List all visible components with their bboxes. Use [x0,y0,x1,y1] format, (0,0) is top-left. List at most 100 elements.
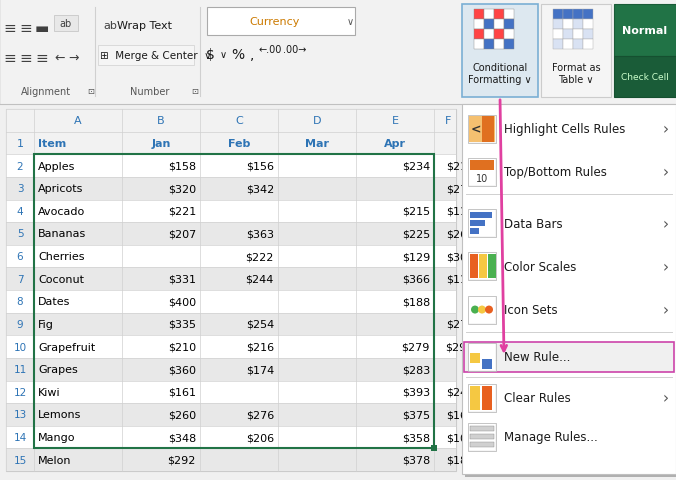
Text: $104: $104 [446,432,474,442]
Text: $167: $167 [446,409,474,420]
Bar [470,426,494,431]
Bar [553,20,563,30]
Bar [465,108,676,477]
Text: Color Scales: Color Scales [504,260,577,273]
Text: 7: 7 [17,274,23,284]
Text: Alignment: Alignment [21,87,71,97]
Text: $234: $234 [402,161,430,171]
Text: $360: $360 [168,364,196,374]
Bar [573,20,583,30]
Text: ≡: ≡ [20,21,32,36]
Bar [504,30,514,40]
Text: ≡: ≡ [3,21,16,36]
Bar [470,434,494,439]
Text: C: C [235,116,243,126]
Text: $265: $265 [446,229,474,239]
Text: ≡: ≡ [20,50,32,65]
Text: $279: $279 [402,342,430,352]
Text: ∨: ∨ [346,17,354,27]
Bar [614,57,676,98]
Text: $254: $254 [246,319,274,329]
Bar [573,10,583,20]
Text: Grapes: Grapes [38,364,78,374]
Text: 3: 3 [17,184,23,194]
Text: $129: $129 [402,252,430,262]
Bar [6,448,456,471]
Bar [474,10,484,20]
Text: Normal: Normal [623,26,668,36]
Text: ≡: ≡ [3,50,16,65]
Text: Cherries: Cherries [38,252,84,262]
Text: Icon Sets: Icon Sets [504,303,558,316]
Text: $260: $260 [168,409,196,420]
Bar [462,105,676,474]
Text: Mango: Mango [38,432,76,442]
Text: Wrap Text: Wrap Text [117,21,172,31]
Text: 14: 14 [14,432,26,442]
Text: $307: $307 [446,252,474,262]
Text: New Rule...: New Rule... [504,350,571,363]
Bar [583,20,593,30]
Text: $207: $207 [168,229,196,239]
Text: Coconut: Coconut [38,274,84,284]
Text: A: A [74,116,82,126]
Bar [6,268,456,290]
Text: $215: $215 [402,206,430,216]
Text: ▬: ▬ [34,21,49,36]
Text: $292: $292 [168,455,196,465]
Text: ›: › [663,216,669,231]
Bar [470,221,485,227]
Text: $206: $206 [246,432,274,442]
Bar [469,424,495,450]
Bar [6,358,456,381]
Bar [494,10,504,20]
Text: Check Cell: Check Cell [621,72,669,81]
Bar [541,5,611,98]
Text: Number: Number [130,87,170,97]
Text: $222: $222 [245,252,274,262]
Text: $276: $276 [246,409,274,420]
Bar [470,353,480,363]
Bar [34,155,434,448]
Text: 9: 9 [17,319,23,329]
Text: Data Bars: Data Bars [504,217,562,230]
Circle shape [471,306,479,314]
Bar [98,46,194,66]
Bar [469,117,495,143]
Bar [6,200,456,223]
Bar [504,40,514,50]
Text: Mar: Mar [305,139,329,149]
Bar [6,245,456,268]
Text: Apricots: Apricots [38,184,83,194]
Bar [6,313,456,336]
Text: $110: $110 [446,274,474,284]
Bar [207,8,355,36]
Text: $156: $156 [246,161,274,171]
Bar [468,253,496,281]
Text: $270: $270 [445,319,474,329]
Bar [484,10,494,20]
Bar [469,211,495,237]
Bar [431,445,437,451]
Text: $393: $393 [402,387,430,397]
Bar [6,132,456,155]
Text: $188: $188 [402,297,430,307]
Text: ∨: ∨ [220,50,226,60]
Text: Conditional: Conditional [473,63,528,73]
Text: ←.00: ←.00 [258,45,282,55]
Text: $174: $174 [246,364,274,374]
Text: 11: 11 [14,364,26,374]
Text: $240: $240 [445,387,474,397]
Text: Highlight Cells Rules: Highlight Cells Rules [504,123,625,136]
Bar [494,40,504,50]
Text: Dates: Dates [38,297,70,307]
Bar [470,213,492,219]
Bar [468,210,496,238]
Text: ←: ← [55,51,66,64]
Text: Clear Rules: Clear Rules [504,392,571,405]
Text: $331: $331 [168,274,196,284]
Bar [583,10,593,20]
Text: ⊡: ⊡ [191,87,199,96]
Text: $348: $348 [168,432,196,442]
Circle shape [485,306,493,314]
